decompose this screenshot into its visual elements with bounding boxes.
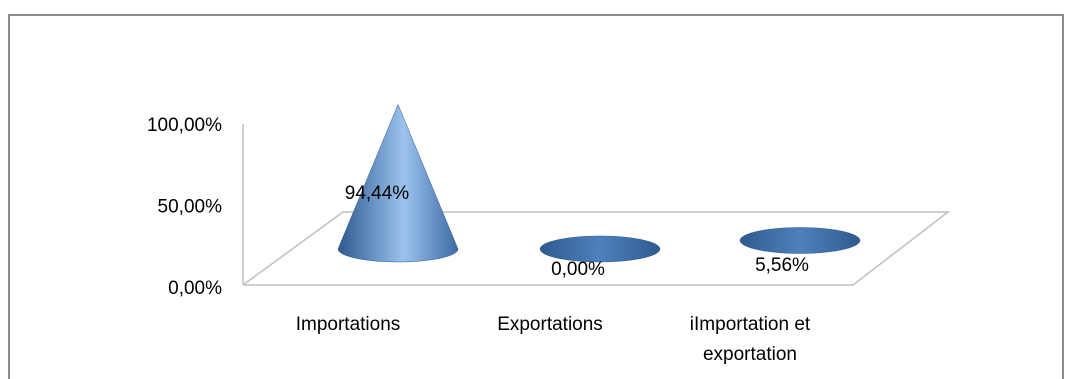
axis-frame — [242, 124, 951, 286]
category-label: iImportation et — [690, 314, 811, 335]
y-axis-ticks: 0,00% 50,00% 100,00% — [147, 115, 222, 299]
chart-frame — [8, 14, 1064, 379]
bar-cone — [539, 235, 661, 263]
value-label: 0,00% — [551, 259, 605, 280]
category-label: exportation — [703, 344, 797, 365]
category-labels: Importations Exportations iImportation et e… — [296, 314, 811, 365]
y-tick-label: 50,00% — [158, 197, 223, 218]
bar-cone — [739, 227, 861, 254]
floor-outline — [242, 211, 951, 286]
category-label: Exportations — [497, 314, 603, 335]
y-tick-label: 100,00% — [147, 115, 222, 136]
value-labels: 94,44% 0,00% 5,56% — [345, 183, 809, 280]
bars — [337, 103, 861, 263]
bar-cone — [337, 103, 459, 263]
value-label: 5,56% — [755, 255, 809, 276]
cone-base — [539, 235, 661, 263]
category-label: Importations — [296, 314, 401, 335]
y-tick-label: 0,00% — [168, 278, 222, 299]
cone-body — [337, 103, 459, 263]
cone-base — [739, 227, 861, 254]
value-label: 94,44% — [345, 183, 410, 204]
